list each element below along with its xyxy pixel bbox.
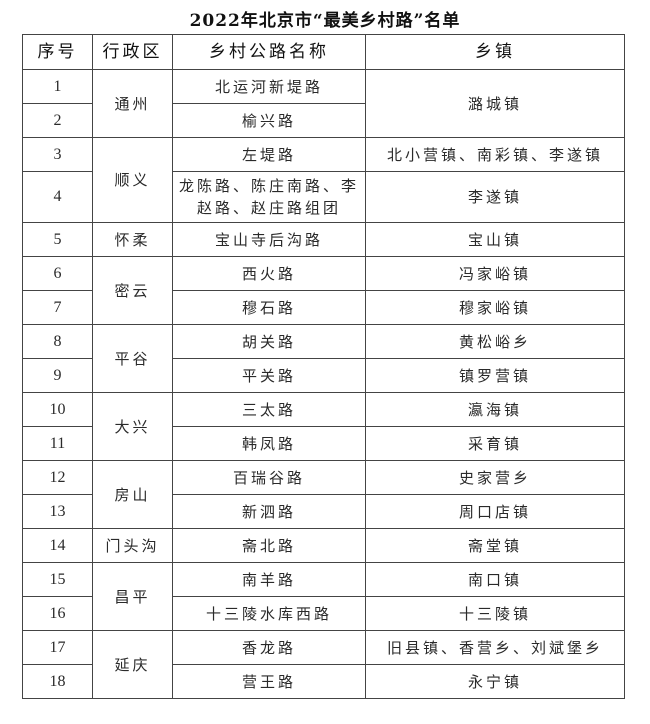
header-district: 行政区 — [92, 34, 173, 70]
header-town: 乡镇 — [365, 34, 625, 70]
town-cell: 黄松峪乡 — [365, 324, 625, 359]
road-name-cell: 穆石路 — [172, 290, 366, 325]
district-cell: 密云 — [92, 256, 173, 325]
document-title: 2022年北京市“最美乡村路”名单 — [189, 11, 461, 31]
town-cell: 周口店镇 — [365, 494, 625, 529]
table-row: 17 延庆 香龙路 旧县镇、香营乡、刘斌堡乡 — [22, 630, 625, 699]
town-cell: 史家营乡 — [365, 460, 625, 495]
road-name-cell: 胡关路 — [172, 324, 366, 359]
town-cell: 南口镇 — [365, 562, 625, 597]
row-number: 8 — [22, 324, 93, 359]
town-cell: 李遂镇 — [365, 171, 625, 223]
town-cell: 潞城镇 — [365, 69, 625, 138]
road-name-cell: 北运河新堤路 — [172, 69, 366, 104]
road-name-cell: 斋北路 — [172, 528, 366, 563]
row-number: 18 — [22, 664, 93, 699]
rural-roads-table: 序号 行政区 乡村公路名称 乡镇 1 通州 北运河新堤路 潞城镇 2 榆兴路 3 顺义 左堤路北… — [22, 34, 625, 699]
road-name-cell: 平关路 — [172, 358, 366, 393]
table-row: 12 房山 百瑞谷路 史家营乡 — [22, 460, 625, 529]
table-row: 14 门头沟 斋北路 斋堂镇 — [22, 528, 625, 563]
road-name-cell: 三太路 — [172, 392, 366, 427]
row-number: 2 — [22, 103, 93, 138]
road-name-cell: 十三陵水库西路 — [172, 596, 366, 631]
road-name-cell: 新泗路 — [172, 494, 366, 529]
row-number: 16 — [22, 596, 93, 631]
row-number: 14 — [22, 528, 93, 563]
road-name-cell: 西火路 — [172, 256, 366, 291]
table-row: 1 通州 北运河新堤路 潞城镇 — [22, 69, 625, 138]
town-cell: 穆家峪镇 — [365, 290, 625, 325]
district-cell: 通州 — [92, 69, 173, 138]
row-number: 9 — [22, 358, 93, 393]
table-row: 4 龙陈路、陈庄南路、李赵路、赵庄路组团 李遂镇 — [22, 171, 625, 223]
town-cell: 旧县镇、香营乡、刘斌堡乡 — [365, 630, 625, 665]
district-cell: 平谷 — [92, 324, 173, 393]
town-cell: 十三陵镇 — [365, 596, 625, 631]
header-row: 序号 行政区 乡村公路名称 乡镇 — [22, 34, 625, 70]
row-number: 5 — [22, 222, 93, 257]
road-name-cell: 百瑞谷路 — [172, 460, 366, 495]
table-row: 6 密云 西火路 冯家峪镇 — [22, 256, 625, 325]
town-cell: 永宁镇 — [365, 664, 625, 699]
town-cell: 采育镇 — [365, 426, 625, 461]
district-cell: 昌平 — [92, 562, 173, 631]
district-cell: 大兴 — [92, 392, 173, 461]
road-name-cell: 宝山寺后沟路 — [172, 222, 366, 257]
town-cell: 北小营镇、南彩镇、李遂镇 — [365, 137, 625, 172]
district-cell: 延庆 — [92, 630, 173, 699]
row-number: 13 — [22, 494, 93, 529]
table-row: 8 平谷 胡关路 黄松峪乡 — [22, 324, 625, 393]
table-row: 16 十三陵水库西路 十三陵镇 — [22, 596, 625, 631]
district-cell: 房山 — [92, 460, 173, 529]
town-cell: 冯家峪镇 — [365, 256, 625, 291]
header-road: 乡村公路名称 — [172, 34, 366, 70]
table-row: 5 怀柔 宝山寺后沟路 宝山镇 — [22, 222, 625, 257]
road-name-cell: 韩凤路 — [172, 426, 366, 461]
row-number: 17 — [22, 630, 93, 665]
row-number: 3 — [22, 137, 93, 172]
table-row: 10 大兴 三太路 瀛海镇 — [22, 392, 625, 461]
row-number: 1 — [22, 69, 93, 104]
header-no: 序号 — [22, 34, 93, 70]
road-name-cell: 南羊路 — [172, 562, 366, 597]
road-name-cell: 香龙路 — [172, 630, 366, 665]
row-number: 10 — [22, 392, 93, 427]
row-number: 12 — [22, 460, 93, 495]
town-cell: 镇罗营镇 — [365, 358, 625, 393]
road-name-cell: 榆兴路 — [172, 103, 366, 138]
table-row: 11 韩凤路 采育镇 — [22, 426, 625, 461]
road-name-cell: 左堤路 — [172, 137, 366, 172]
row-number: 7 — [22, 290, 93, 325]
district-cell: 顺义 — [92, 137, 173, 223]
table-row: 3 顺义 左堤路 北小营镇、南彩镇、李遂镇 — [22, 137, 625, 223]
row-number: 11 — [22, 426, 93, 461]
row-number: 15 — [22, 562, 93, 597]
row-number: 4 — [22, 171, 93, 223]
district-cell: 门头沟 — [92, 528, 173, 563]
town-cell: 瀛海镇 — [365, 392, 625, 427]
road-name-cell: 营王路 — [172, 664, 366, 699]
table-row: 18 营王路 永宁镇 — [22, 664, 625, 699]
table-row: 13 新泗路 周口店镇 — [22, 494, 625, 529]
table-row: 15 昌平 南羊路 南口镇 — [22, 562, 625, 631]
town-cell: 斋堂镇 — [365, 528, 625, 563]
town-cell: 宝山镇 — [365, 222, 625, 257]
district-cell: 怀柔 — [92, 222, 173, 257]
road-name-cell: 龙陈路、陈庄南路、李赵路、赵庄路组团 — [172, 171, 366, 223]
row-number: 6 — [22, 256, 93, 291]
table-row: 9 平关路 镇罗营镇 — [22, 358, 625, 393]
table-row: 7 穆石路 穆家峪镇 — [22, 290, 625, 325]
